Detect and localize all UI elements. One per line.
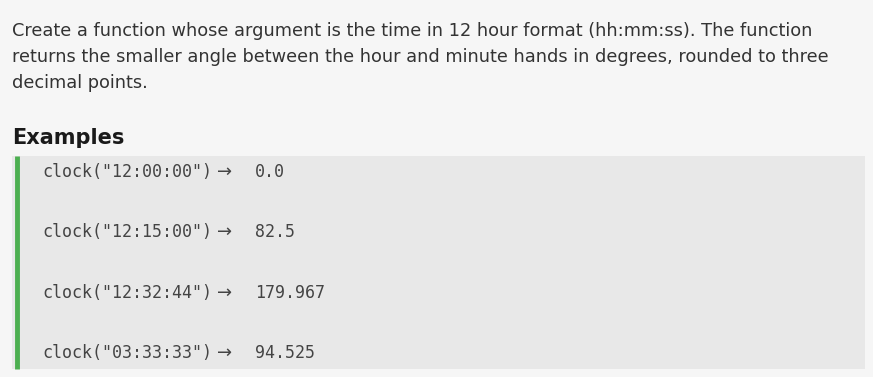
Text: Examples: Examples [12,128,124,148]
Text: Create a function whose argument is the time in 12 hour format (hh:mm:ss). The f: Create a function whose argument is the … [12,22,813,40]
Text: 94.525: 94.525 [255,344,315,362]
Text: clock("12:32:44"): clock("12:32:44") [42,284,212,302]
Text: clock("03:33:33"): clock("03:33:33") [42,344,212,362]
Text: decimal points.: decimal points. [12,74,148,92]
Text: clock("12:15:00"): clock("12:15:00") [42,223,212,241]
Text: →: → [217,284,232,302]
Bar [12,156,865,369]
Text: 179.967: 179.967 [255,284,325,302]
Text: 0.0: 0.0 [255,163,285,181]
Text: clock("12:00:00"): clock("12:00:00") [42,163,212,181]
Text: →: → [217,344,232,362]
Text: →: → [217,223,232,241]
Text: →: → [217,163,232,181]
Text: returns the smaller angle between the hour and minute hands in degrees, rounded : returns the smaller angle between the ho… [12,48,828,66]
Text: 82.5: 82.5 [255,223,295,241]
